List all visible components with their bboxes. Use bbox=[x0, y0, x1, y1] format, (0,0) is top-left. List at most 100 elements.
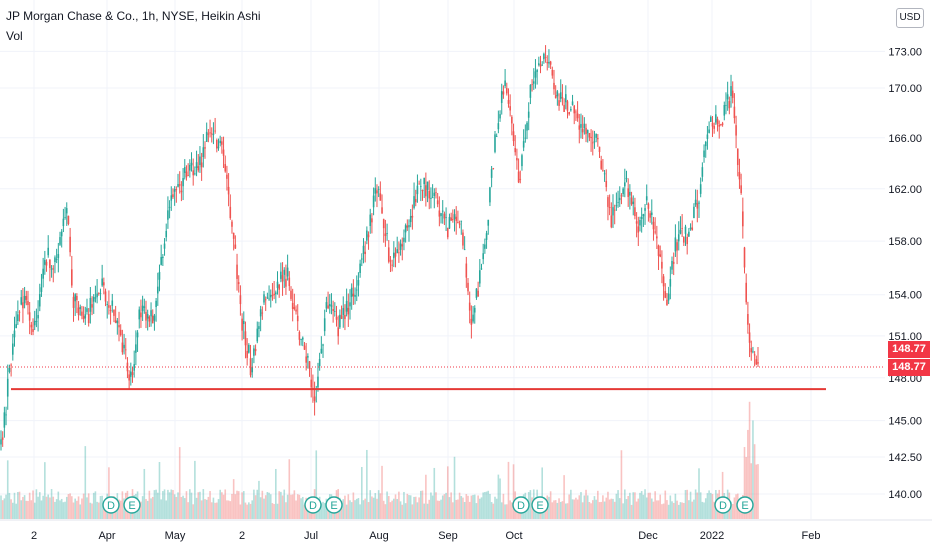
candle-body bbox=[527, 111, 530, 118]
candle-body bbox=[32, 328, 34, 332]
volume-bar bbox=[490, 502, 493, 519]
volume-bar bbox=[637, 498, 640, 519]
dividend-marker[interactable]: D bbox=[304, 496, 322, 514]
candle-body bbox=[119, 329, 122, 336]
volume-bar bbox=[585, 489, 587, 519]
volume-bar bbox=[217, 499, 220, 519]
volume-bar bbox=[160, 499, 162, 519]
volume-bar bbox=[55, 499, 58, 519]
candle-body bbox=[200, 162, 203, 168]
candle-body bbox=[480, 268, 483, 270]
candle-body bbox=[128, 374, 130, 381]
time-tick-label: Aug bbox=[369, 530, 389, 542]
candle-body bbox=[33, 320, 36, 326]
volume-bar bbox=[509, 500, 511, 519]
volume-bar bbox=[236, 490, 238, 519]
candle-body bbox=[671, 260, 673, 270]
candle-body bbox=[251, 367, 254, 373]
candle-body bbox=[485, 233, 488, 240]
candle-body bbox=[322, 344, 324, 346]
volume-bar bbox=[570, 489, 572, 519]
volume-bar bbox=[757, 464, 759, 519]
volume-bar bbox=[104, 504, 107, 519]
candle-body bbox=[723, 105, 726, 116]
candle-body bbox=[266, 297, 269, 299]
candle-body bbox=[566, 101, 569, 111]
earnings-marker[interactable]: E bbox=[325, 496, 343, 514]
candle-body bbox=[259, 309, 262, 317]
earnings-marker[interactable]: E bbox=[736, 496, 754, 514]
volume-bar bbox=[45, 496, 48, 519]
candle-body bbox=[177, 184, 179, 187]
volume-bar bbox=[465, 494, 468, 519]
earnings-marker[interactable]: E bbox=[123, 496, 141, 514]
volume-bar bbox=[504, 504, 506, 519]
volume-bar bbox=[745, 457, 747, 519]
candle-body bbox=[531, 84, 533, 86]
candle-body bbox=[133, 364, 135, 371]
candle-body bbox=[141, 305, 144, 312]
volume-bar bbox=[13, 492, 16, 519]
volume-bar bbox=[359, 504, 361, 519]
volume-bar bbox=[290, 494, 292, 519]
volume-bar bbox=[694, 489, 697, 519]
candle-body bbox=[199, 156, 201, 166]
candle-body bbox=[408, 225, 410, 228]
volume-bar bbox=[711, 493, 714, 519]
volume-bar bbox=[226, 500, 228, 519]
volume-bar bbox=[77, 496, 80, 519]
candle-body bbox=[244, 331, 247, 346]
candle-body bbox=[458, 223, 461, 225]
dividend-marker[interactable]: D bbox=[714, 496, 732, 514]
candle-body bbox=[548, 61, 550, 64]
candle-body bbox=[495, 136, 498, 137]
earnings-marker[interactable]: E bbox=[531, 496, 549, 514]
volume-bar bbox=[49, 497, 51, 519]
candle-body bbox=[67, 215, 70, 224]
candle-body bbox=[440, 213, 442, 216]
candle-body bbox=[158, 271, 161, 280]
volume-bar bbox=[364, 498, 366, 519]
volume-bar bbox=[492, 503, 495, 519]
dividend-marker[interactable]: D bbox=[512, 496, 530, 514]
volume-bar bbox=[455, 499, 458, 519]
candle-body bbox=[50, 268, 53, 270]
currency-button[interactable]: USD bbox=[896, 8, 924, 28]
candle-body bbox=[382, 219, 385, 229]
candle-body bbox=[25, 295, 28, 300]
candle-body bbox=[715, 114, 717, 123]
candle-body bbox=[482, 253, 484, 260]
candle-body bbox=[406, 225, 409, 228]
volume-bar bbox=[701, 501, 704, 519]
volume-bar bbox=[679, 502, 682, 519]
volume-bar bbox=[460, 496, 463, 519]
candle-body bbox=[140, 312, 142, 318]
time-tick-label: Sep bbox=[438, 530, 458, 542]
candle-body bbox=[418, 183, 420, 185]
volume-bar bbox=[37, 496, 39, 519]
candle-body bbox=[165, 230, 168, 238]
candle-body bbox=[438, 210, 441, 217]
dividend-marker[interactable]: D bbox=[102, 496, 120, 514]
candle-body bbox=[0, 439, 2, 445]
price-candles bbox=[0, 45, 759, 451]
volume-bar bbox=[391, 500, 393, 519]
volume-bar bbox=[158, 462, 161, 519]
candle-body bbox=[241, 318, 243, 331]
candle-body bbox=[721, 123, 724, 125]
volume-bar bbox=[219, 489, 221, 519]
volume-bar bbox=[248, 502, 250, 519]
volume-indicator-label[interactable]: Vol bbox=[6, 29, 23, 43]
candle-body bbox=[278, 284, 280, 290]
volume-bar bbox=[409, 495, 412, 519]
candle-body bbox=[123, 344, 125, 349]
volume-bar bbox=[275, 468, 277, 519]
volume-bar bbox=[691, 501, 694, 519]
volume-bar bbox=[23, 495, 26, 519]
volume-bar bbox=[620, 450, 623, 519]
volume-bar bbox=[212, 497, 215, 519]
candle-body bbox=[307, 356, 309, 358]
candle-body bbox=[549, 61, 552, 65]
volume-bar bbox=[224, 489, 227, 519]
